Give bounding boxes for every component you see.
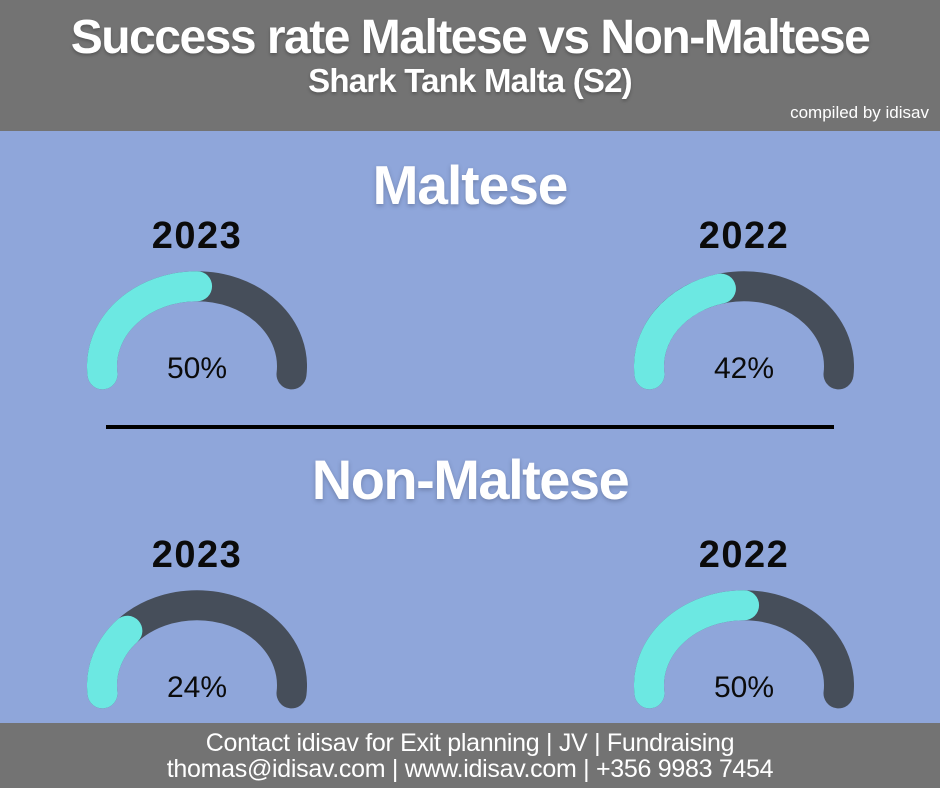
gauge-non-maltese-2023: 2023 24% (52, 535, 342, 710)
section-divider-line (106, 425, 834, 429)
gauge-maltese-2022: 2022 42% (599, 216, 889, 391)
year-label: 2023 (151, 215, 243, 257)
footer-contact-line: Contact idisav for Exit planning | JV | … (205, 729, 735, 757)
header-band: Success rate Maltese vs Non-Maltese Shar… (0, 0, 940, 131)
gauge-chart: 42% (634, 271, 854, 391)
footer-details-line: thomas@idisav.com | www.idisav.com | +35… (166, 755, 774, 783)
gauge-fill-arc (634, 271, 854, 390)
gauge-chart: 50% (634, 590, 854, 710)
footer-band: Contact idisav for Exit planning | JV | … (0, 723, 940, 788)
gauge-row-non-maltese: 2023 24% 2022 50% (52, 535, 889, 710)
gauge-fill-arc (87, 590, 307, 709)
gauge-arc (87, 271, 307, 390)
gauge-fill-arc (634, 590, 854, 709)
page-title: Success rate Maltese vs Non-Maltese (70, 11, 871, 64)
gauge-percent-label: 50% (713, 671, 775, 704)
gauge-percent-label: 42% (713, 352, 775, 385)
section-heading-maltese: Maltese (372, 154, 569, 216)
section-heading-non-maltese: Non-Maltese (311, 448, 630, 511)
gauge-row-maltese: 2023 50% 2022 42% (52, 216, 889, 391)
gauge-arc (87, 590, 307, 709)
chart-area: Maltese 2023 50% 2022 (0, 131, 940, 723)
gauge-percent-label: 24% (166, 671, 228, 704)
gauge-non-maltese-2022: 2022 50% (599, 535, 889, 710)
gauge-arc (634, 590, 854, 709)
compiled-by-credit: compiled by idisav (790, 103, 929, 122)
page-subtitle: Shark Tank Malta (S2) (308, 62, 633, 99)
gauge-chart: 50% (87, 271, 307, 391)
gauge-percent-label: 50% (166, 352, 228, 385)
gauge-arc (634, 271, 854, 390)
gauge-maltese-2023: 2023 50% (52, 216, 342, 391)
gauge-chart: 24% (87, 590, 307, 710)
year-label: 2022 (698, 534, 790, 576)
gauge-fill-arc (87, 271, 307, 390)
year-label: 2022 (698, 215, 790, 257)
year-label: 2023 (151, 534, 243, 576)
